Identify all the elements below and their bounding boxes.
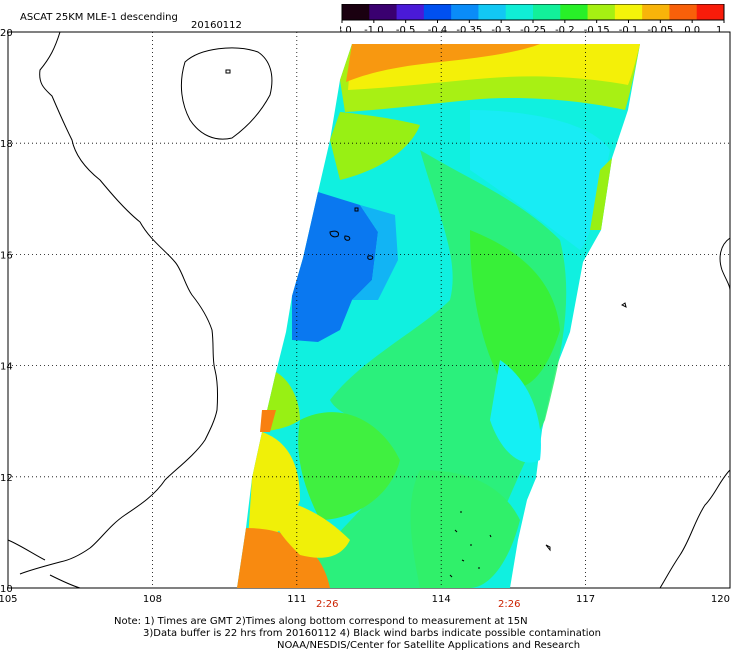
pass-time-1: 2:26 bbox=[316, 599, 339, 610]
colorbar-cell bbox=[451, 4, 479, 20]
colorbar-cell bbox=[696, 4, 725, 20]
longitude-label: 117 bbox=[576, 594, 595, 605]
colorbar-cell bbox=[587, 4, 616, 20]
latitude-label: 10 bbox=[0, 584, 13, 595]
note-line-3: NOAA/NESDIS/Center for Satellite Applica… bbox=[277, 640, 581, 651]
latitude-label: 20 bbox=[0, 28, 13, 39]
colorbar-cell bbox=[369, 4, 398, 20]
graticule bbox=[8, 32, 730, 588]
note-line-1: Note: 1) Times are GMT 2)Times along bot… bbox=[114, 616, 528, 627]
colorbar: -3.0-1.0-0.5-0.4-0.35-0.3-0.25-0.2-0.15-… bbox=[340, 4, 726, 36]
longitude-label: 105 bbox=[0, 594, 18, 605]
colorbar-cell bbox=[342, 4, 370, 20]
colorbar-cell bbox=[423, 4, 452, 20]
product-date: 20160112 bbox=[191, 20, 242, 31]
colorbar-cell bbox=[533, 4, 561, 20]
colorbar-tick-label: -0.35 bbox=[456, 25, 482, 36]
latitude-label: 18 bbox=[0, 139, 13, 150]
pass-time-2: 2:26 bbox=[498, 599, 521, 610]
colorbar-tick-label: -0.2 bbox=[555, 25, 575, 36]
colorbar-tick-label: -3.0 bbox=[340, 25, 352, 36]
colorbar-cell bbox=[560, 4, 589, 20]
wind-swath bbox=[237, 44, 640, 588]
longitude-label: 108 bbox=[143, 594, 162, 605]
colorbar-cell bbox=[505, 4, 534, 20]
colorbar-cell bbox=[614, 4, 643, 20]
colorbar-tick-label: -0.15 bbox=[584, 25, 610, 36]
colorbar-tick-label: -0.25 bbox=[520, 25, 546, 36]
longitude-label: 111 bbox=[287, 594, 306, 605]
latitude-label: 16 bbox=[0, 250, 13, 261]
colorbar-cell bbox=[396, 4, 425, 20]
longitude-label: 120 bbox=[711, 594, 730, 605]
product-title: ASCAT 25KM MLE-1 descending bbox=[20, 12, 178, 23]
latitude-label: 14 bbox=[0, 362, 13, 373]
colorbar-tick-label: -0.1 bbox=[619, 25, 639, 36]
colorbar-tick-label: -0.05 bbox=[647, 25, 673, 36]
note-line-2: 3)Data buffer is 22 hrs from 20160112 4)… bbox=[143, 628, 601, 639]
colorbar-tick-label: -0.3 bbox=[491, 25, 511, 36]
colorbar-cell bbox=[642, 4, 670, 20]
latitude-label: 12 bbox=[0, 473, 13, 484]
longitude-label: 114 bbox=[432, 594, 451, 605]
coastline bbox=[7, 31, 731, 589]
colorbar-tick-label: 0.0 bbox=[684, 25, 700, 36]
colorbar-tick-label: 1.0 bbox=[716, 25, 726, 36]
colorbar-tick-label: -1.0 bbox=[364, 25, 384, 36]
colorbar-cell bbox=[478, 4, 507, 20]
colorbar-tick-label: -0.5 bbox=[396, 25, 416, 36]
colorbar-tick-label: -0.4 bbox=[428, 25, 448, 36]
colorbar-cell bbox=[669, 4, 698, 20]
